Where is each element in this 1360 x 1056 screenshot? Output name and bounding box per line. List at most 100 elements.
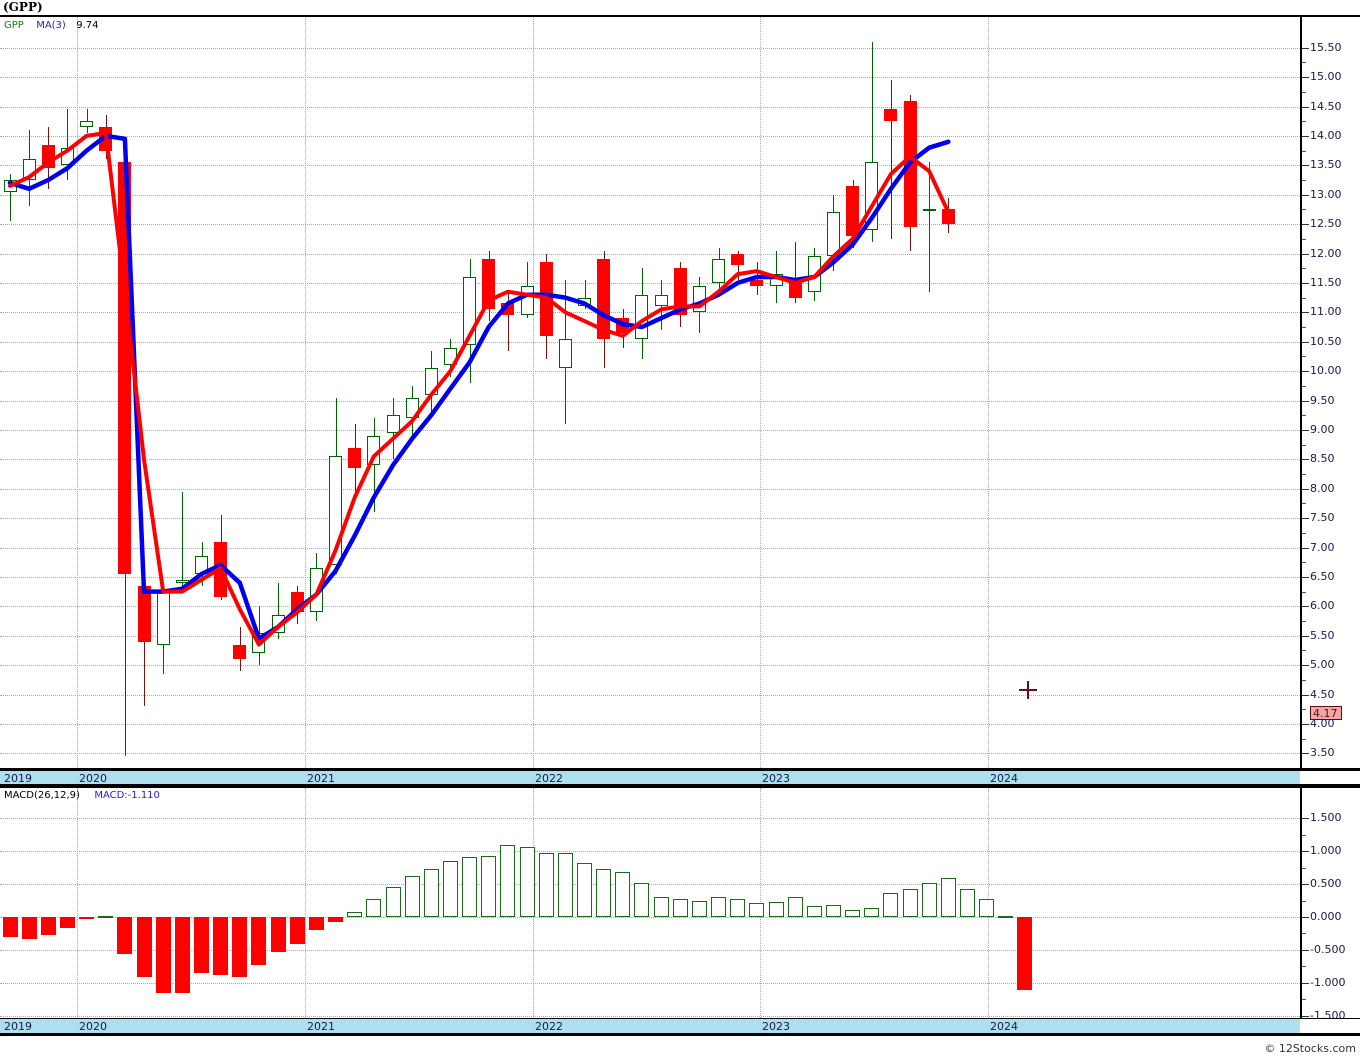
macd-axis: 1.500 1.000 0.500 0.000 -0.500 -1.000 -1.500 [1300,788,1360,1034]
gridline-h [0,982,1300,984]
price-plot-area[interactable] [0,17,1300,768]
candle-wick [278,582,279,639]
macd-bar [117,917,133,954]
axis-minor-tick [1302,562,1306,564]
macd-bar [596,869,612,917]
axis-tick [1302,547,1309,549]
axis-tick [1302,165,1309,167]
macd-bar [308,917,324,931]
macd-plot-area[interactable] [0,788,1300,1034]
year-label: 2024 [990,1020,1018,1033]
candle-wick [374,418,375,513]
candle-body [673,268,687,316]
macd-bar [806,905,822,917]
axis-tick-label: 10.00 [1310,364,1342,378]
year-band-gap [1300,1019,1360,1033]
macd-bar [442,861,458,917]
axis-tick [1302,949,1309,951]
axis-tick-label: 6.50 [1310,569,1335,583]
axis-minor-tick [1302,834,1306,836]
candle-body [731,253,745,266]
gridline-h [0,917,1300,918]
macd-bar [2,917,18,937]
macd-bar [634,882,650,917]
year-label: 2020 [79,772,107,785]
gridline-h [0,135,1300,137]
gridline-v [760,17,761,768]
axis-tick-label: 15.50 [1310,40,1342,54]
axis-tick-label: 14.00 [1310,128,1342,142]
candle-wick [67,109,68,180]
axis-tick [1302,518,1309,520]
macd-bar [691,900,707,917]
macd-bar [921,882,937,917]
candle-wick [585,279,586,310]
candle-body [233,644,247,660]
axis-minor-tick [1302,415,1306,417]
axis-tick [1302,224,1309,226]
macd-bar [615,872,631,917]
axis-tick [1302,253,1309,255]
macd-bar [845,909,861,917]
ma3-line [8,131,951,647]
candle-body [558,338,572,369]
axis-minor-tick [1302,900,1306,902]
year-band-gap [1300,771,1360,784]
gridline-h [0,253,1300,255]
axis-tick-label: 1.500 [1310,811,1342,825]
gridline-h [0,429,1300,431]
axis-tick-label: 12.50 [1310,217,1342,231]
gridline-h [0,341,1300,343]
candle-wick [795,241,796,304]
axis-tick-label: 14.50 [1310,99,1342,113]
macd-bar [404,876,420,917]
gridline-h [0,606,1300,608]
macd-bar [59,917,75,928]
axis-tick [1302,312,1309,314]
axis-tick-label: -0.500 [1310,942,1346,956]
candle-body [654,294,668,307]
axis-minor-tick [1302,297,1306,299]
axis-minor-tick [1302,591,1306,593]
ma-long-line [7,133,951,641]
axis-tick-label: 12.00 [1310,246,1342,260]
axis-minor-tick [1302,679,1306,681]
axis-minor-tick [1302,268,1306,270]
gridline-h [0,106,1300,108]
axis-minor-tick [1302,867,1306,869]
axis-tick [1302,282,1309,284]
candle-body [750,279,764,286]
legend-ma-label: MA(3) [36,20,66,31]
price-legend: GPP MA(3) 9.74 [4,20,98,31]
gridline-h [0,818,1300,820]
axis-minor-tick [1302,474,1306,475]
year-label: 2024 [990,772,1018,785]
axis-minor-tick [1302,738,1306,740]
axis-tick [1302,135,1309,137]
title-bar: (GPP) [0,0,1360,15]
axis-minor-tick [1302,709,1306,711]
macd-bar [270,917,286,952]
axis-minor-tick [1302,532,1306,534]
macd-bar [519,846,535,917]
macd-bar [1017,917,1033,990]
last-price-label: 4.17 [1310,705,1342,720]
macd-bar [423,869,439,917]
macd-bar [940,877,956,917]
price-axis-line [1300,17,1302,768]
gridline-v [533,17,534,768]
gridline-h [0,400,1300,402]
axis-minor-tick [1302,180,1306,181]
axis-tick [1302,459,1309,461]
candle-wick [891,80,892,239]
gridline-h [0,312,1300,314]
macd-bar [749,902,765,917]
candle-body [386,415,400,433]
legend-symbol: GPP [4,20,24,31]
axis-minor-tick [1302,966,1306,968]
macd-bar [174,917,190,994]
year-label: 2022 [535,1020,563,1033]
axis-tick-label: 15.00 [1310,70,1342,84]
axis-tick-label: 13.00 [1310,187,1342,201]
macd-bar [213,917,229,975]
